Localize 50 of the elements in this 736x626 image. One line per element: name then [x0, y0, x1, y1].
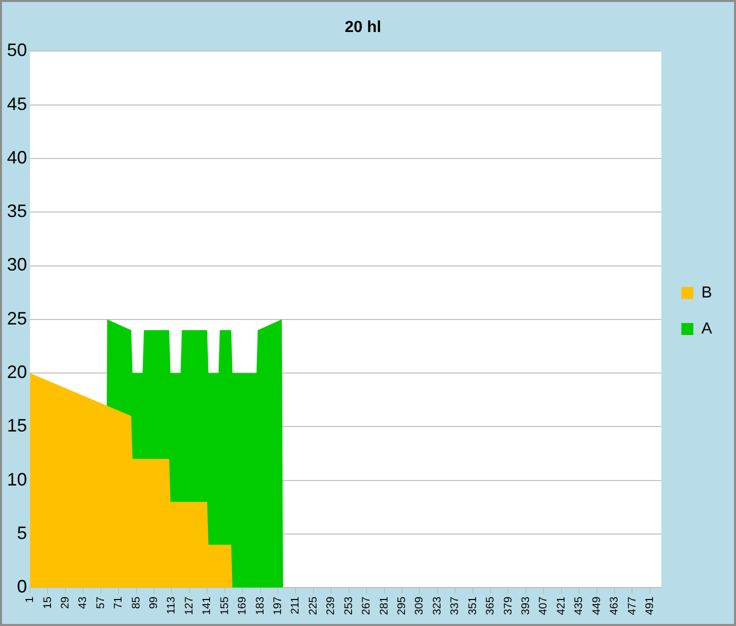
legend-label: A [701, 320, 712, 338]
x-tick-label: 379 [502, 596, 514, 616]
y-tick-label: 50 [6, 40, 28, 60]
x-tick-label: 323 [431, 596, 444, 616]
x-tick-label: 141 [201, 596, 214, 616]
x-tick-label: 113 [166, 596, 178, 614]
x-tick-label: 309 [414, 596, 426, 616]
x-tick-label: 393 [520, 596, 532, 616]
x-tick-label: 15 [42, 596, 54, 609]
x-tick-label: 127 [183, 596, 196, 616]
x-tick-label: 407 [538, 596, 550, 616]
x-tick-label: 435 [573, 596, 586, 616]
y-tick-label: 35 [6, 201, 28, 222]
x-tick-label: 295 [396, 596, 408, 616]
x-tick-label: 71 [112, 596, 125, 609]
x-tick-label: 491 [644, 596, 656, 616]
x-tick-label: 281 [378, 596, 390, 616]
x-tick-label: 169 [236, 596, 249, 616]
y-tick-label: 5 [17, 522, 28, 543]
y-tick-label: 0 [17, 576, 28, 597]
y-tick-label: 15 [6, 416, 28, 436]
x-tick-label: 57 [94, 596, 107, 609]
x-tick-label: 85 [130, 596, 142, 609]
y-tick-label: 45 [6, 94, 28, 114]
x-tick-label: 253 [342, 596, 355, 616]
x-tick-label: 99 [148, 596, 160, 609]
x-tick-label: 365 [484, 596, 497, 616]
y-tick-label: 10 [6, 469, 28, 490]
x-tick-label: 1 [24, 596, 36, 603]
legend-label: B [701, 284, 712, 302]
x-tick-label: 225 [307, 596, 320, 616]
x-tick-label: 197 [272, 596, 284, 616]
x-tick-label: 211 [290, 596, 302, 614]
x-tick-label: 267 [360, 596, 373, 616]
y-tick-label: 30 [6, 254, 28, 275]
x-tick-label: 463 [608, 596, 621, 616]
x-tick-label: 239 [325, 596, 338, 616]
y-tick-label: 20 [6, 362, 28, 382]
x-tick-label: 337 [449, 596, 462, 616]
x-tick-label: 43 [77, 596, 90, 609]
y-tick-label: 25 [6, 308, 28, 328]
y-tick-label: 40 [6, 147, 28, 168]
x-tick-label: 421 [555, 596, 568, 616]
x-tick-label: 449 [590, 596, 603, 616]
x-tick-label: 29 [59, 596, 72, 609]
chart-title: 20 hl [344, 19, 382, 36]
x-tick-label: 477 [626, 596, 638, 616]
x-tick-label: 155 [218, 596, 231, 616]
x-tick-label: 351 [466, 596, 479, 616]
x-tick-label: 183 [254, 596, 266, 616]
